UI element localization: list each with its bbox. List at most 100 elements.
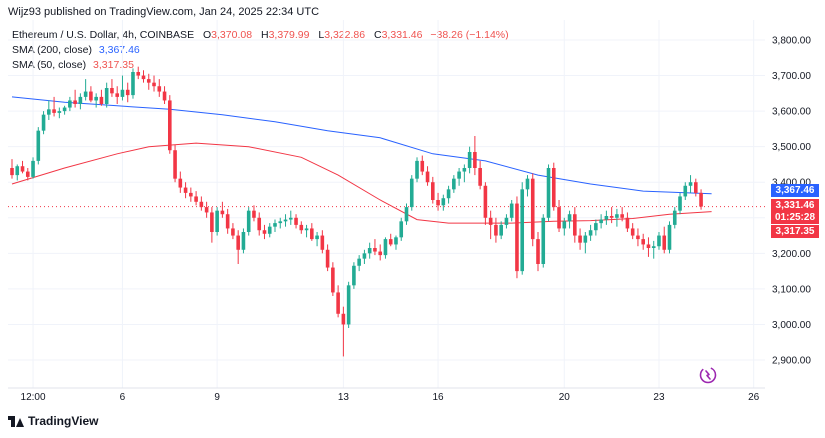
candle-body xyxy=(646,244,651,248)
last-price-tag: 3,331.46 xyxy=(771,199,819,212)
candle-body xyxy=(262,230,267,234)
candle-body xyxy=(162,91,167,101)
candle-body xyxy=(420,160,425,172)
candle-body xyxy=(641,239,645,245)
candle-body xyxy=(89,91,93,101)
candle-body xyxy=(41,114,46,131)
candle-body xyxy=(183,187,188,193)
candle-body xyxy=(20,166,25,172)
candle-body xyxy=(210,212,214,232)
legend-sma200-value: 3,367.46 xyxy=(98,44,140,56)
candle-body xyxy=(536,239,540,264)
candle-body xyxy=(94,96,98,101)
legend-symbol-row: Ethereum / U.S. Dollar, 4h, COINBASE O3,… xyxy=(12,28,509,43)
candle-body xyxy=(62,107,67,112)
candle-body xyxy=(236,235,240,250)
candle-body xyxy=(520,189,525,272)
candle-body xyxy=(651,246,656,248)
candle-body xyxy=(378,251,382,256)
candle-body xyxy=(551,168,556,208)
candle-body xyxy=(168,100,172,151)
candle-body xyxy=(141,75,146,80)
sma50-line xyxy=(11,142,712,224)
y-tick-label: 2,900.00 xyxy=(772,356,811,367)
candle-body xyxy=(494,224,498,236)
legend-symbol[interactable]: Ethereum / U.S. Dollar, 4h, COINBASE xyxy=(12,29,195,41)
candle-body xyxy=(31,160,35,177)
candle-body xyxy=(404,207,409,222)
candle-body xyxy=(499,224,503,236)
candle-body xyxy=(694,182,698,193)
candle-body xyxy=(662,235,667,250)
legend-sma50-value: 3,317.35 xyxy=(93,59,134,71)
candle-body xyxy=(488,217,493,225)
candle-body xyxy=(594,223,598,231)
candle-body xyxy=(436,200,440,206)
candle-body xyxy=(609,216,614,218)
candle-body xyxy=(515,203,519,272)
legend-sma200-row[interactable]: SMA (200, close) 3,367.46 xyxy=(12,43,509,58)
sma50-price-tag: 3,317.35 xyxy=(771,225,819,238)
y-tick-label: 3,000.00 xyxy=(772,320,811,331)
x-tick-label: 6 xyxy=(120,392,126,403)
candle-body xyxy=(15,166,20,176)
candle-body xyxy=(357,258,361,266)
candle-body xyxy=(341,313,346,325)
legend-change: −38.26 (−1.14%) xyxy=(430,29,509,41)
candle-body xyxy=(73,100,77,104)
candle-body xyxy=(367,248,372,254)
legend-high: 3,379.99 xyxy=(268,29,310,41)
candle-body xyxy=(394,237,398,245)
candle-body xyxy=(189,192,193,197)
candle-body xyxy=(478,168,482,186)
legend-sma50-row[interactable]: SMA (50, close) 3,317.35 xyxy=(12,58,509,73)
y-tick-label: 3,700.00 xyxy=(772,71,811,82)
candle-body xyxy=(683,185,688,197)
candle-body xyxy=(557,207,561,229)
candle-body xyxy=(241,232,246,250)
candle-body xyxy=(25,171,30,177)
tradingview-logo[interactable]: TradingView xyxy=(8,414,98,428)
candle-body xyxy=(573,214,577,236)
legend-sma200-label: SMA (200, close) xyxy=(12,44,92,56)
candle-body xyxy=(578,235,582,243)
alert-clock-icon[interactable] xyxy=(699,366,717,384)
candle-body xyxy=(615,214,619,218)
candle-body xyxy=(525,178,530,190)
candle-body xyxy=(636,235,640,240)
candle-body xyxy=(136,72,141,76)
legend-sma50-label: SMA (50, close) xyxy=(12,59,87,71)
x-tick-label: 12:00 xyxy=(21,392,46,403)
candle-body xyxy=(131,72,135,96)
x-tick-label: 9 xyxy=(214,392,220,403)
candle-body xyxy=(388,239,393,245)
candle-body xyxy=(246,210,251,232)
candle-body xyxy=(446,189,451,199)
candle-body xyxy=(220,210,225,215)
candle-body xyxy=(225,214,230,229)
candle-body xyxy=(325,249,330,268)
candle-body xyxy=(562,221,567,229)
candle-body xyxy=(604,216,609,220)
candle-body xyxy=(125,89,130,96)
candle-body xyxy=(10,168,14,176)
candle-body xyxy=(115,93,119,97)
candle-body xyxy=(78,96,83,104)
candle-body xyxy=(409,178,414,208)
candle-body xyxy=(83,91,88,97)
candle-body xyxy=(110,88,114,94)
sma200-line xyxy=(11,96,712,195)
candle-body xyxy=(699,192,703,207)
candle-body xyxy=(120,89,125,97)
candle-body xyxy=(252,210,256,218)
countdown-tag: 01:25:28 xyxy=(771,211,819,224)
legend-high-key: H xyxy=(260,29,269,41)
legend-low-key: L xyxy=(318,29,325,41)
candle-body xyxy=(509,203,514,218)
legend-close-key: C xyxy=(374,29,382,41)
candle-body xyxy=(52,109,56,113)
legend-close: 3,331.46 xyxy=(381,29,423,41)
candle-body xyxy=(567,214,572,222)
candle-body xyxy=(541,217,546,264)
